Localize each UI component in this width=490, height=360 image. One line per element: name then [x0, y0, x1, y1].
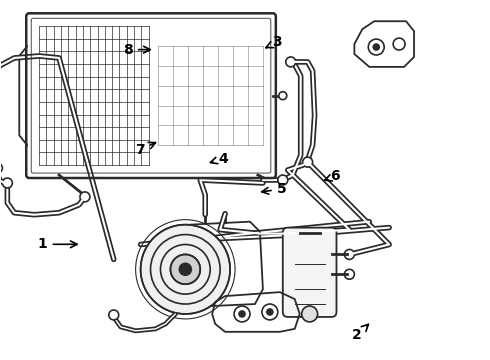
Circle shape: [303, 157, 313, 167]
Text: 3: 3: [266, 36, 281, 49]
Text: 6: 6: [324, 170, 340, 184]
Text: 4: 4: [210, 152, 228, 166]
Circle shape: [171, 255, 200, 284]
FancyBboxPatch shape: [283, 228, 337, 317]
Circle shape: [179, 264, 191, 275]
Circle shape: [0, 163, 2, 173]
Circle shape: [2, 178, 12, 188]
Circle shape: [286, 57, 295, 67]
Circle shape: [302, 306, 318, 322]
Circle shape: [239, 311, 245, 317]
Circle shape: [344, 249, 354, 260]
Text: 1: 1: [38, 237, 77, 251]
Circle shape: [373, 44, 379, 50]
Circle shape: [344, 269, 354, 279]
Text: 5: 5: [262, 182, 287, 196]
Circle shape: [267, 309, 273, 315]
Circle shape: [109, 310, 119, 320]
Circle shape: [279, 92, 287, 100]
Circle shape: [278, 175, 288, 185]
Text: 7: 7: [135, 143, 155, 157]
Circle shape: [80, 192, 90, 202]
Text: 2: 2: [352, 324, 368, 342]
Circle shape: [141, 225, 230, 314]
Text: 8: 8: [123, 42, 150, 57]
